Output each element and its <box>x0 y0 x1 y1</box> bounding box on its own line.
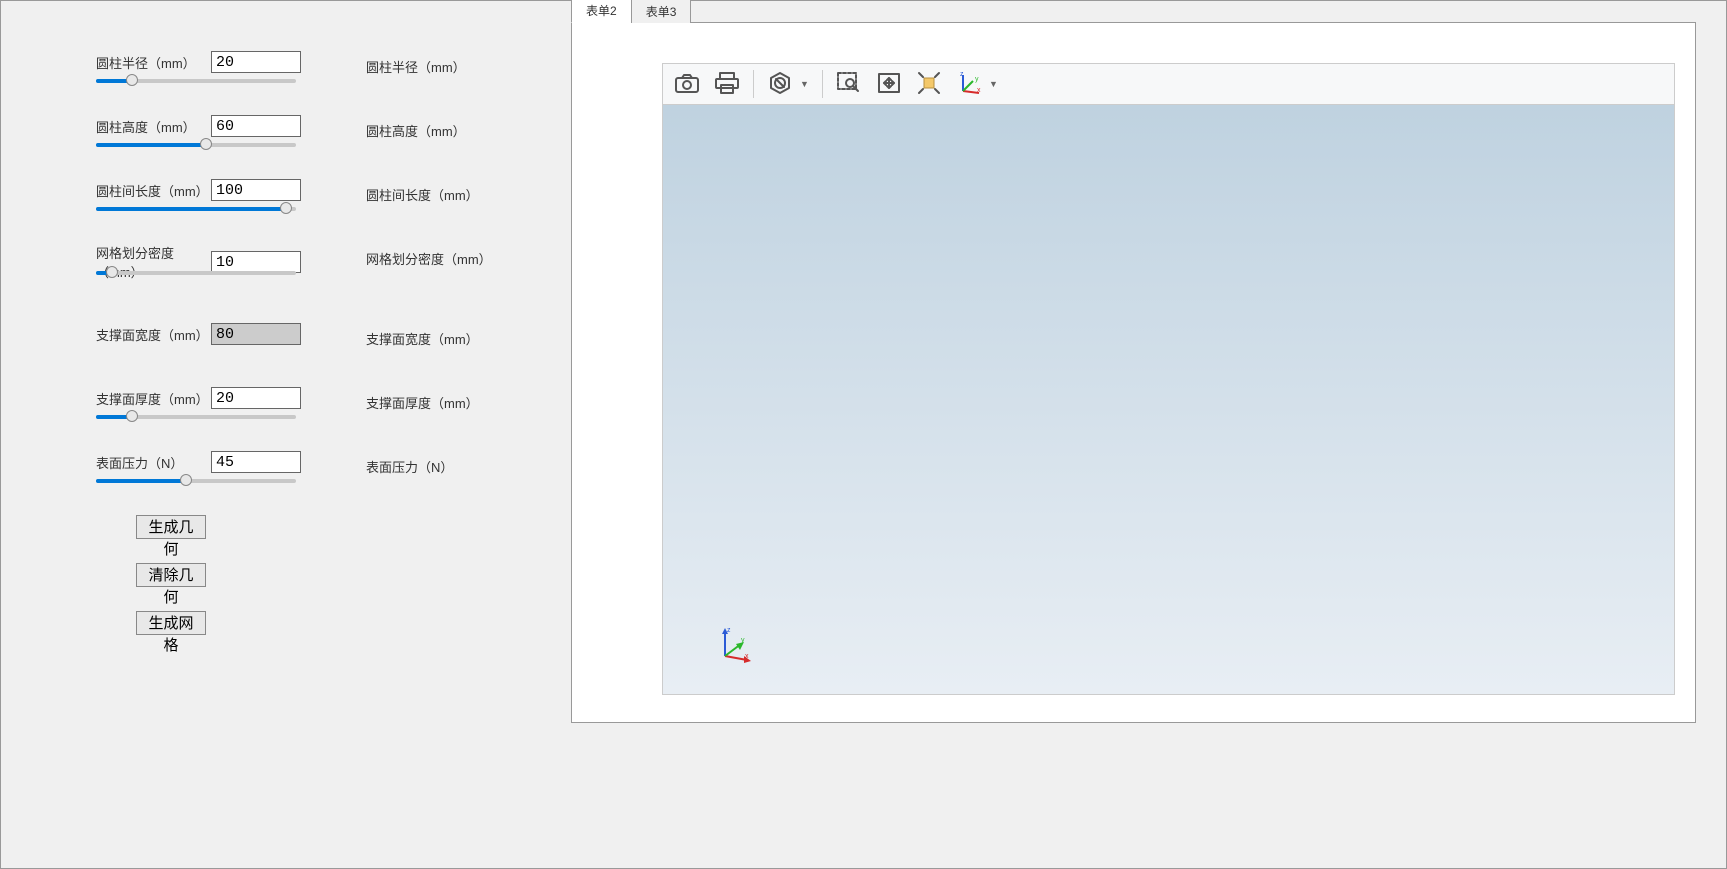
param-input-mesh[interactable] <box>211 251 301 273</box>
param-slider-spacing[interactable] <box>96 207 296 211</box>
expand-icon <box>916 70 942 99</box>
svg-text:x: x <box>745 653 749 660</box>
generate-geometry-button[interactable]: 生成几何 <box>136 515 206 539</box>
param-label-radius: 圆柱半径（mm） <box>96 53 211 72</box>
param-slider-mesh[interactable] <box>96 271 296 275</box>
camera-icon <box>674 72 700 97</box>
param-display-spacing: 圆柱间长度（mm） <box>366 185 479 204</box>
slider-thumb[interactable] <box>106 266 118 278</box>
slider-thumb[interactable] <box>126 74 138 86</box>
param-row-sup_w: 支撑面宽度（mm） 支撑面宽度（mm） <box>96 323 541 345</box>
tab-strip: 表单2表单3 <box>571 1 1696 23</box>
fit-icon <box>876 71 902 98</box>
tab-form2[interactable]: 表单2 <box>571 0 632 23</box>
svg-text:y: y <box>741 637 745 644</box>
slider-fill <box>96 143 206 147</box>
param-display-sup_t: 支撑面厚度（mm） <box>366 393 479 412</box>
param-label-spacing: 圆柱间长度（mm） <box>96 181 211 200</box>
param-row-mesh: 网格划分密度（mm）网格划分密度（mm） <box>96 243 541 281</box>
param-slider-sup_t[interactable] <box>96 415 296 419</box>
svg-text:z: z <box>960 71 964 78</box>
slider-thumb[interactable] <box>180 474 192 486</box>
viewport-3d[interactable]: z x y <box>662 105 1675 695</box>
svg-text:y: y <box>975 76 979 83</box>
app-window: 圆柱半径（mm） 圆柱半径（mm） 圆柱高度（mm） 圆柱高度（mm） 圆柱间长度（mm… <box>0 0 1727 869</box>
param-row-height: 圆柱高度（mm） 圆柱高度（mm） <box>96 115 541 137</box>
param-label-sup_t: 支撑面厚度（mm） <box>96 389 211 408</box>
param-row-sup_t: 支撑面厚度（mm） 支撑面厚度（mm） <box>96 387 541 409</box>
param-input-radius[interactable] <box>211 51 301 73</box>
svg-text:z: z <box>727 627 731 634</box>
toolbar-separator <box>753 70 754 98</box>
zoom-box-button[interactable] <box>831 67 867 101</box>
axes-button[interactable]: z yx <box>951 67 987 101</box>
slider-thumb[interactable] <box>200 138 212 150</box>
param-slider-radius[interactable] <box>96 79 296 83</box>
clear-geometry-button[interactable]: 清除几何 <box>136 563 206 587</box>
generate-mesh-button[interactable]: 生成网格 <box>136 611 206 635</box>
action-button-group: 生成几何 清除几何 生成网格 <box>136 515 541 635</box>
axes-icon: z yx <box>957 71 981 98</box>
slider-fill <box>96 207 286 211</box>
toolbar-separator <box>822 70 823 98</box>
print-icon <box>714 71 740 98</box>
param-display-height: 圆柱高度（mm） <box>366 121 466 140</box>
param-row-pressure: 表面压力（N） 表面压力（N） <box>96 451 541 473</box>
param-input-sup_w <box>211 323 301 345</box>
param-input-height[interactable] <box>211 115 301 137</box>
tab-content-form2: ▼zyx▼ z x y <box>571 23 1696 723</box>
tab-form3[interactable]: 表单3 <box>631 0 692 23</box>
dropdown-caret-icon[interactable]: ▼ <box>800 79 810 89</box>
slider-thumb[interactable] <box>280 202 292 214</box>
param-label-pressure: 表面压力（N） <box>96 453 211 472</box>
axis-triad-icon: z x y <box>713 624 753 664</box>
nosign-button[interactable] <box>762 67 798 101</box>
param-display-pressure: 表面压力（N） <box>366 457 453 476</box>
nosign-icon <box>768 71 792 98</box>
param-slider-pressure[interactable] <box>96 479 296 483</box>
param-display-sup_w: 支撑面宽度（mm） <box>366 329 479 348</box>
slider-thumb[interactable] <box>126 410 138 422</box>
fit-button[interactable] <box>871 67 907 101</box>
param-display-radius: 圆柱半径（mm） <box>366 57 466 76</box>
zoom-box-icon <box>836 71 862 98</box>
param-slider-height[interactable] <box>96 143 296 147</box>
dropdown-caret-icon[interactable]: ▼ <box>989 79 999 89</box>
param-row-radius: 圆柱半径（mm） 圆柱半径（mm） <box>96 51 541 73</box>
param-input-pressure[interactable] <box>211 451 301 473</box>
param-label-height: 圆柱高度（mm） <box>96 117 211 136</box>
viewport-panel: 表单2表单3 ▼zyx▼ z x y <box>571 1 1726 868</box>
expand-button[interactable] <box>911 67 947 101</box>
viewport-toolbar: ▼ z yx ▼ <box>662 63 1675 105</box>
param-input-spacing[interactable] <box>211 179 301 201</box>
svg-text:x: x <box>977 87 981 94</box>
param-row-spacing: 圆柱间长度（mm） 圆柱间长度（mm） <box>96 179 541 201</box>
param-display-mesh: 网格划分密度（mm） <box>366 249 492 268</box>
print-button[interactable] <box>709 67 745 101</box>
parameter-panel: 圆柱半径（mm） 圆柱半径（mm） 圆柱高度（mm） 圆柱高度（mm） 圆柱间长度（mm… <box>1 1 571 868</box>
param-input-sup_t[interactable] <box>211 387 301 409</box>
param-label-sup_w: 支撑面宽度（mm） <box>96 325 211 344</box>
slider-fill <box>96 479 186 483</box>
camera-button[interactable] <box>669 67 705 101</box>
